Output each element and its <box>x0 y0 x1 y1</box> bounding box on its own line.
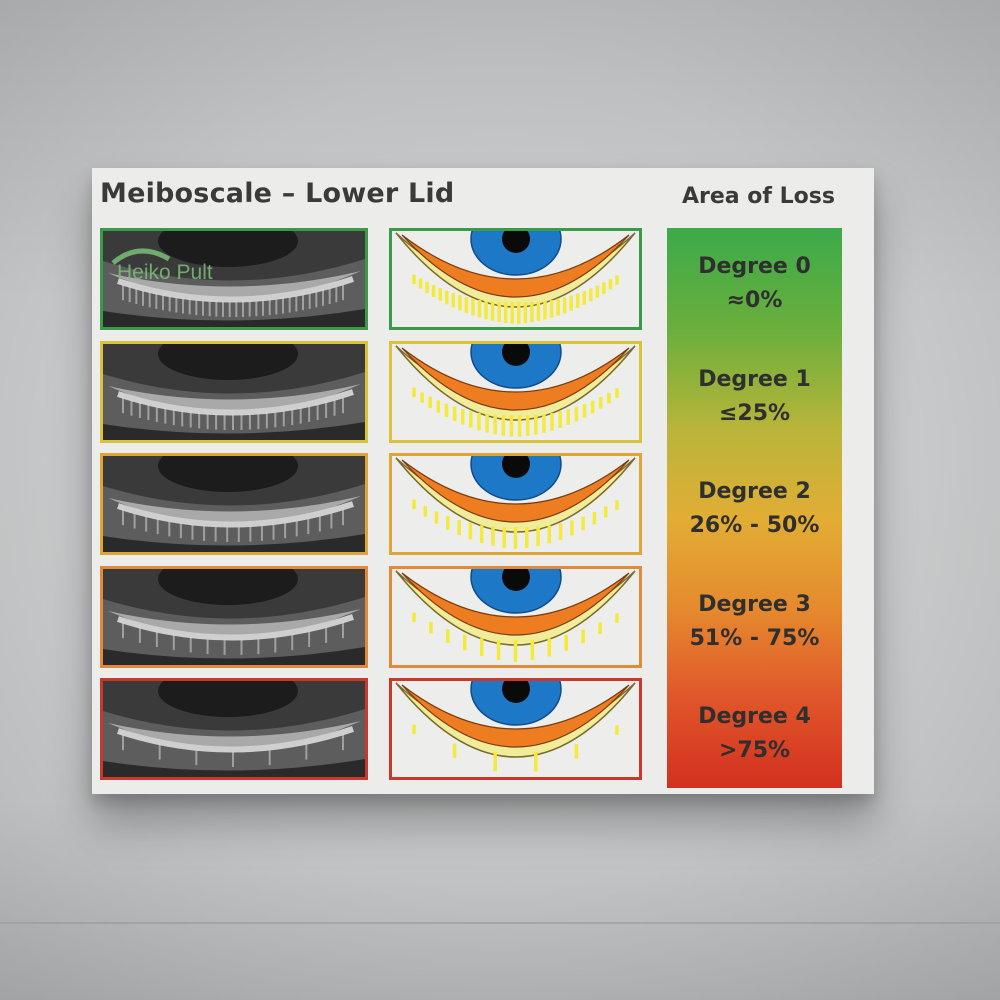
grade-label: Degree 1 ≤25% <box>667 363 842 431</box>
meibography-photo <box>100 566 368 668</box>
floor-edge <box>0 922 1000 924</box>
grade-label: Degree 2 26% - 50% <box>667 475 842 543</box>
meibography-photo <box>100 453 368 555</box>
gland-diagram <box>389 566 642 668</box>
grade-loss: >75% <box>718 738 791 763</box>
poster-title: Meiboscale – Lower Lid <box>100 178 455 209</box>
area-of-loss-header: Area of Loss <box>682 184 835 209</box>
grade-degree: Degree 0 <box>698 254 811 279</box>
grade-degree: Degree 4 <box>698 704 811 729</box>
gland-diagram <box>389 453 642 555</box>
gland-diagram <box>389 228 642 330</box>
meiboscale-poster: Meiboscale – Lower Lid Area of Loss Heik… <box>92 168 874 794</box>
grade-degree: Degree 3 <box>698 592 811 617</box>
gland-diagram <box>389 341 642 443</box>
area-of-loss-scale: Degree 0 ≈0% Degree 1 ≤25% Degree 2 26% - 50%… <box>667 228 842 788</box>
grade-loss: ≤25% <box>718 401 791 426</box>
grade-label: Degree 3 51% - 75% <box>667 588 842 656</box>
grade-label: Degree 4 >75% <box>667 700 842 768</box>
watermark-logo: Heiko Pult <box>109 239 239 285</box>
grade-degree: Degree 1 <box>698 367 811 392</box>
meibography-photo: Heiko Pult <box>100 228 368 330</box>
watermark-text: Heiko Pult <box>117 261 213 284</box>
grade-degree: Degree 2 <box>698 479 811 504</box>
grade-loss: ≈0% <box>726 288 783 313</box>
grade-loss: 51% - 75% <box>689 626 820 651</box>
gland-diagram <box>389 678 642 780</box>
meibography-photo <box>100 678 368 780</box>
grade-label: Degree 0 ≈0% <box>667 250 842 318</box>
grade-loss: 26% - 50% <box>689 513 820 538</box>
meibography-photo <box>100 341 368 443</box>
